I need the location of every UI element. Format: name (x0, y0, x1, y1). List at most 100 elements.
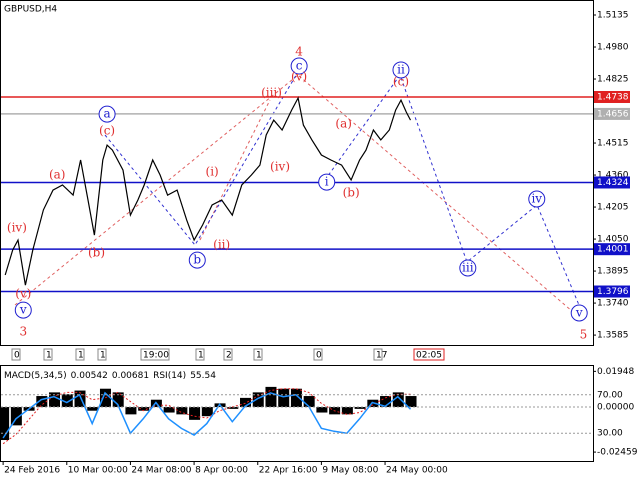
price-line (4, 96, 412, 286)
y-tick-label: -0.02459 (597, 448, 638, 458)
wave-circle (188, 251, 206, 269)
y-tick-label: 1.5135 (597, 11, 629, 21)
wave-label: a (104, 107, 111, 121)
wave-line (14, 74, 581, 319)
indicator-title-part: RSI(14) (153, 371, 186, 381)
indicator-title-part: 0.00681 (112, 371, 149, 381)
wave-line (324, 73, 580, 306)
macd-bar (278, 388, 290, 408)
strip-box (195, 348, 205, 361)
indicator-title-part: MACD(5,34,5) (4, 371, 67, 381)
macd-bar (240, 397, 252, 408)
y-tick-label: 0.01948 (597, 367, 634, 377)
strip-label: 0 (316, 351, 322, 361)
strip-box (97, 348, 107, 361)
macd-bar (36, 396, 48, 408)
wave-circle (528, 190, 546, 208)
y-tick-label: 1.4980 (597, 43, 629, 53)
y-tick-label: 0.00000 (597, 403, 634, 413)
y-tick-label: 1.4515 (597, 139, 629, 149)
macd-bar (290, 388, 302, 408)
wave-label: c (296, 59, 303, 73)
level-label-box (594, 243, 630, 256)
macd-bar (0, 407, 10, 441)
strip-box (11, 348, 21, 361)
macd-bar (341, 407, 353, 415)
wave-label: 4 (295, 44, 303, 58)
x-tick-label: 24 Mar 08:00 (131, 466, 191, 476)
y-tick-label: 1.4825 (597, 75, 629, 85)
wave-label: (a) (49, 168, 66, 182)
wave-label: (c) (99, 124, 115, 138)
wave-label: (iv) (7, 221, 27, 235)
wave-label: (b) (343, 186, 360, 200)
level-label: 1.4001 (597, 245, 629, 255)
macd-bar (163, 407, 175, 413)
indicator-title-part: 55.54 (190, 371, 216, 381)
y-tick-label: 1.4360 (597, 171, 629, 181)
x-tick-label: 8 Apr 00:00 (195, 466, 248, 476)
wave-circle (290, 57, 308, 75)
wave-label: ii (397, 62, 405, 76)
wave-line (104, 71, 299, 246)
strip-label: 2 (226, 351, 232, 361)
wave-label: (ii) (213, 238, 230, 252)
macd-bar (189, 407, 201, 420)
y-tick-label: 1.4205 (597, 203, 629, 213)
macd-bar (74, 390, 86, 408)
strip-label: 02:05 (416, 351, 442, 361)
macd-bar (252, 392, 264, 408)
macd-bar (201, 407, 213, 417)
macd-bar (87, 407, 99, 411)
macd-bar (265, 386, 277, 408)
wave-circle (14, 301, 32, 319)
wave-label: 5 (580, 328, 588, 342)
x-tick-label: 22 Apr 16:00 (259, 466, 318, 476)
strip-box (373, 348, 383, 361)
macd-bar (61, 394, 73, 408)
y-tick-label: 30.00 (597, 429, 623, 439)
y-tick-label: 70.00 (597, 390, 623, 400)
strip-box (140, 348, 170, 361)
macd-bar (227, 407, 239, 409)
y-tick-label: 1.3585 (597, 331, 629, 341)
wave-label: iv (531, 192, 542, 206)
macd-bar (176, 407, 188, 415)
wave-label: (i) (206, 164, 219, 178)
strip-label: 1 (100, 351, 106, 361)
macd-bar (392, 392, 404, 408)
strip-label: 0 (14, 351, 20, 361)
macd-bar (380, 396, 392, 408)
strip-box (43, 348, 53, 361)
macd-bar (49, 392, 61, 408)
strip-label: 1 (78, 351, 84, 361)
wave-lines (14, 71, 581, 319)
macd-bar (405, 396, 417, 408)
macd-bar (125, 407, 137, 415)
macd-bar (112, 392, 124, 408)
wave-circle (392, 61, 410, 79)
x-tick-label: 10 Mar 00:00 (68, 466, 128, 476)
x-tick-label: 24 May 00:00 (386, 466, 448, 476)
wave-label: v (19, 303, 27, 317)
y-tick-label: 1.3895 (597, 267, 629, 277)
indicator-title: MACD(5,34,5) 0.00542 0.00681 RSI(14) 55.54 (4, 371, 216, 381)
macd-bar (138, 407, 150, 411)
wave-circle (98, 105, 116, 123)
strip-label: 1 (198, 351, 204, 361)
strip-label: 17 (376, 351, 387, 361)
wave-label: 3 (19, 324, 27, 338)
chart-title: GBPUSD,H4 (4, 5, 57, 15)
wave-label: (v) (291, 69, 307, 83)
level-label: 1.3796 (597, 287, 629, 297)
level-label-box (594, 176, 630, 189)
wave-label: b (193, 253, 201, 267)
x-tick-label: 9 May 08:00 (322, 466, 378, 476)
wave-label: (iv) (270, 159, 290, 173)
wave-label: (iii) (261, 86, 282, 100)
x-tick-label: 24 Feb 2016 (4, 466, 60, 476)
wave-label: i (325, 175, 329, 189)
level-label-box (594, 107, 630, 120)
wave-label: v (575, 305, 583, 319)
